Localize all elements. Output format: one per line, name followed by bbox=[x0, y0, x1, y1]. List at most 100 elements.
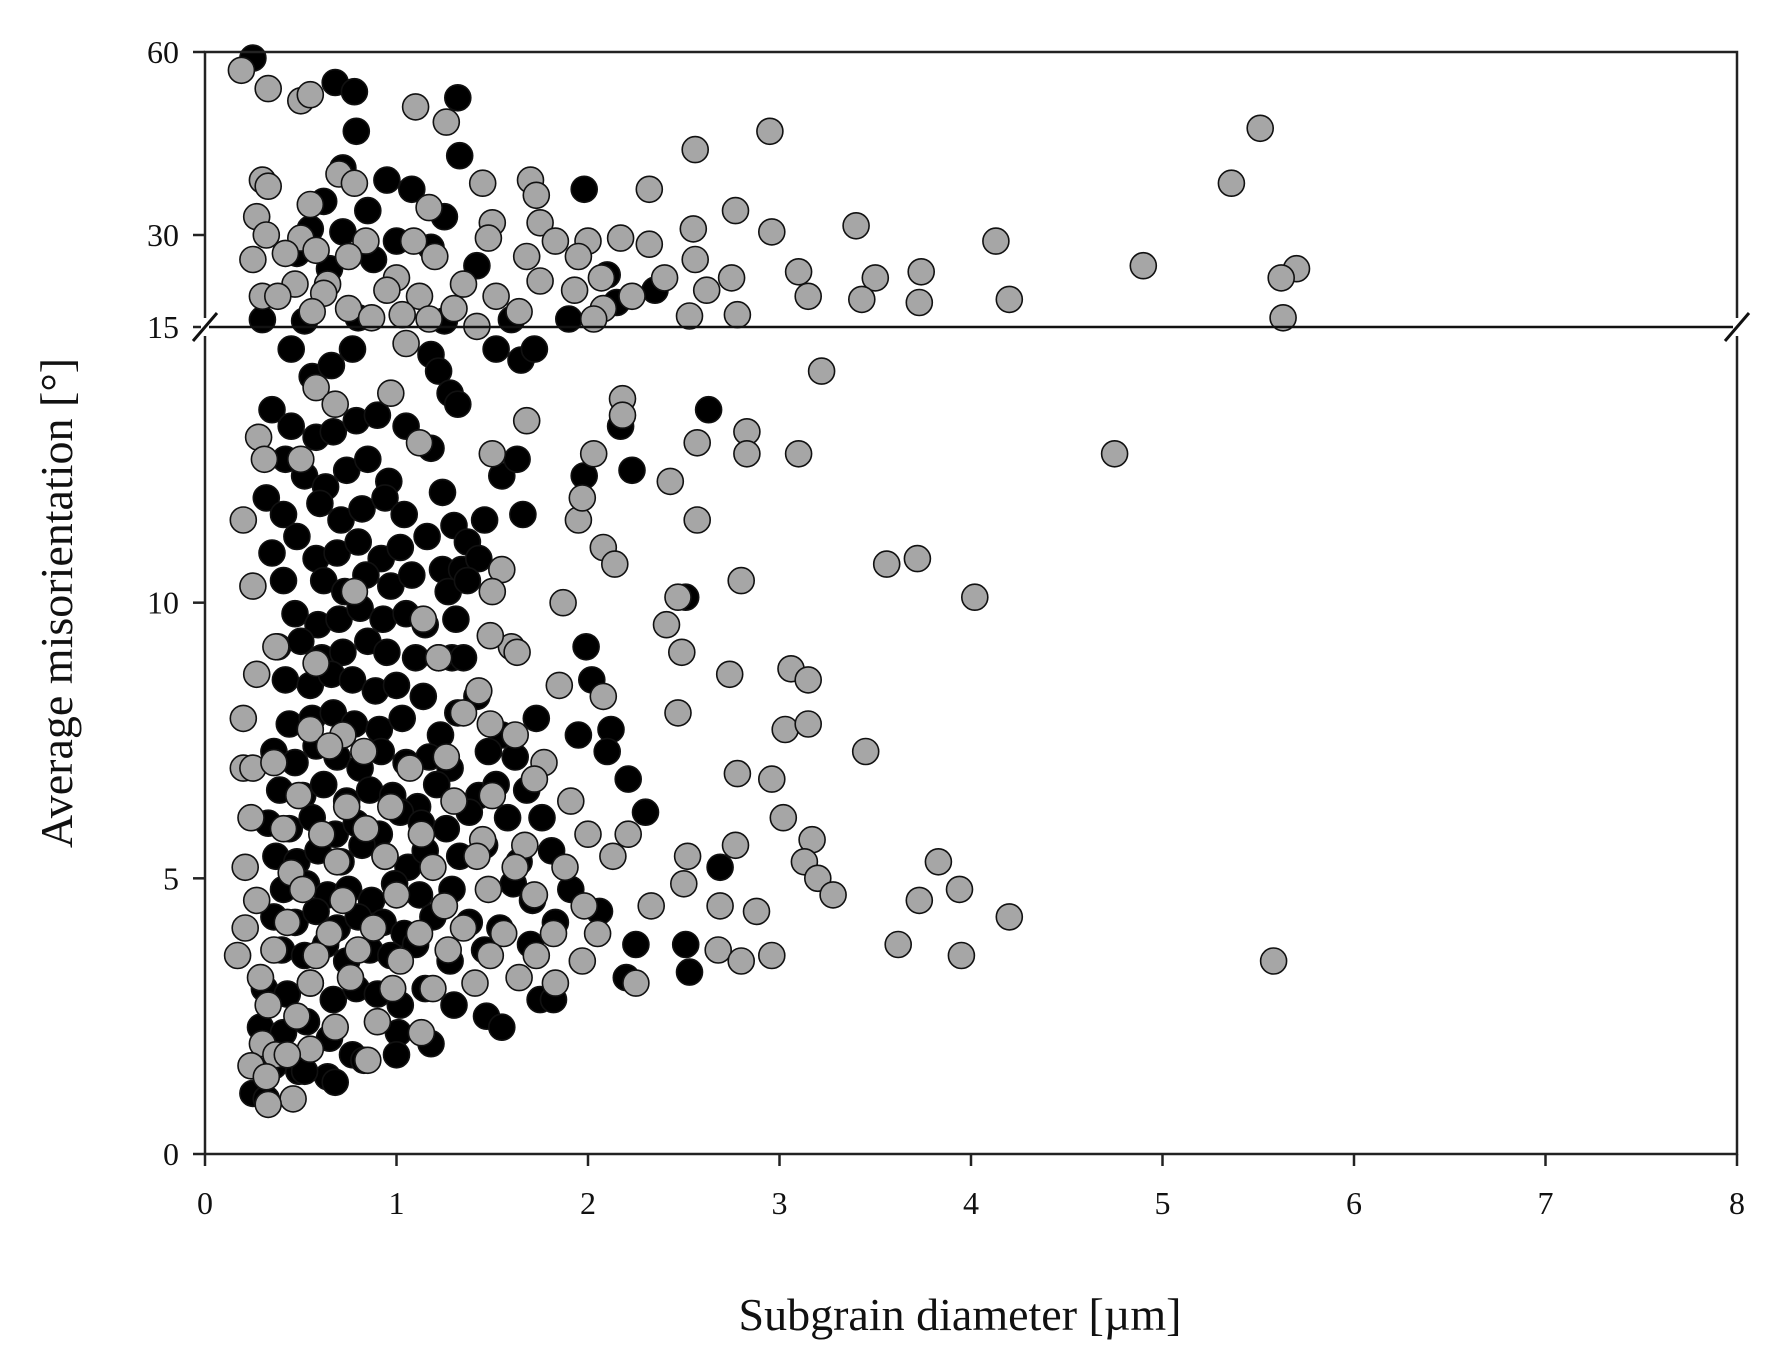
data-point bbox=[470, 506, 499, 534]
data-point bbox=[556, 787, 585, 815]
x-tick-label: 2 bbox=[580, 1185, 596, 1221]
data-point bbox=[723, 300, 752, 329]
data-point bbox=[600, 550, 629, 578]
data-point bbox=[273, 908, 302, 937]
data-point bbox=[982, 227, 1010, 255]
x-tick-label: 7 bbox=[1538, 1185, 1554, 1221]
data-point bbox=[321, 390, 350, 419]
data-point bbox=[329, 638, 357, 667]
data-point bbox=[794, 666, 823, 694]
data-point bbox=[851, 737, 880, 766]
data-point bbox=[512, 242, 541, 271]
data-point bbox=[277, 335, 306, 363]
data-point bbox=[493, 803, 522, 832]
data-point bbox=[522, 941, 551, 970]
data-point bbox=[733, 439, 761, 468]
data-point bbox=[315, 732, 344, 760]
data-point bbox=[476, 941, 505, 970]
data-point bbox=[541, 969, 570, 997]
data-point bbox=[296, 715, 325, 744]
data-point bbox=[227, 56, 256, 85]
y-tick-label: 60 bbox=[147, 34, 179, 70]
data-point bbox=[1246, 114, 1274, 143]
data-point bbox=[715, 660, 744, 689]
data-point bbox=[453, 566, 482, 595]
data-point bbox=[373, 638, 401, 667]
data-point bbox=[650, 264, 679, 292]
data-point bbox=[350, 737, 378, 766]
data-point bbox=[428, 478, 457, 507]
data-point bbox=[995, 903, 1024, 931]
data-point bbox=[397, 175, 426, 204]
data-point bbox=[332, 792, 361, 821]
data-point bbox=[307, 820, 336, 849]
data-point bbox=[399, 227, 428, 255]
data-point bbox=[309, 770, 338, 799]
data-point bbox=[386, 947, 415, 975]
data-point bbox=[847, 285, 876, 314]
data-point bbox=[474, 875, 503, 904]
data-point bbox=[673, 842, 702, 871]
data-point bbox=[794, 710, 823, 738]
data-point bbox=[501, 853, 530, 882]
data-point bbox=[560, 276, 589, 305]
data-point bbox=[407, 820, 436, 849]
data-point bbox=[501, 721, 530, 749]
data-point bbox=[995, 285, 1024, 314]
data-point bbox=[769, 803, 798, 832]
data-point bbox=[683, 428, 712, 457]
data-point bbox=[432, 814, 461, 843]
y-tick-label: 10 bbox=[147, 585, 179, 621]
data-point bbox=[570, 892, 599, 920]
data-point bbox=[407, 1018, 436, 1047]
data-point bbox=[756, 117, 784, 146]
data-point bbox=[637, 892, 666, 920]
data-point bbox=[784, 257, 813, 286]
data-point bbox=[371, 842, 399, 871]
data-point bbox=[242, 660, 271, 689]
data-point bbox=[482, 335, 510, 363]
data-point bbox=[656, 467, 685, 496]
x-tick-label: 3 bbox=[772, 1185, 788, 1221]
data-point bbox=[434, 936, 463, 964]
data-point bbox=[664, 583, 692, 612]
data-point bbox=[742, 897, 771, 926]
data-point bbox=[271, 666, 300, 694]
data-point bbox=[432, 108, 461, 136]
data-point bbox=[487, 1013, 516, 1041]
data-point bbox=[727, 566, 756, 595]
data-point bbox=[721, 831, 750, 860]
data-point bbox=[258, 539, 286, 567]
data-point bbox=[342, 117, 371, 146]
data-point bbox=[721, 196, 750, 225]
data-point bbox=[445, 141, 474, 170]
data-point bbox=[231, 914, 259, 942]
data-point bbox=[223, 941, 252, 970]
data-point bbox=[541, 227, 570, 255]
data-point bbox=[440, 294, 468, 323]
data-point bbox=[482, 282, 510, 311]
data-point bbox=[564, 721, 593, 749]
data-point bbox=[704, 936, 733, 964]
data-point bbox=[338, 335, 367, 363]
data-point bbox=[807, 357, 836, 385]
data-point bbox=[302, 941, 330, 970]
data-point bbox=[819, 881, 847, 909]
data-point bbox=[340, 77, 369, 106]
data-point bbox=[757, 218, 786, 246]
data-point bbox=[229, 704, 258, 733]
data-point bbox=[258, 395, 286, 424]
data-point bbox=[382, 881, 411, 909]
data-point bbox=[353, 1046, 382, 1075]
data-point bbox=[564, 242, 593, 271]
data-point bbox=[727, 947, 756, 975]
data-point bbox=[474, 224, 503, 252]
data-point bbox=[675, 958, 704, 986]
data-point bbox=[622, 969, 650, 997]
x-tick-label: 0 bbox=[197, 1185, 213, 1221]
data-point bbox=[694, 395, 723, 424]
data-point bbox=[315, 919, 344, 948]
data-point bbox=[273, 1041, 302, 1069]
data-point bbox=[681, 245, 710, 274]
data-point bbox=[352, 227, 380, 255]
